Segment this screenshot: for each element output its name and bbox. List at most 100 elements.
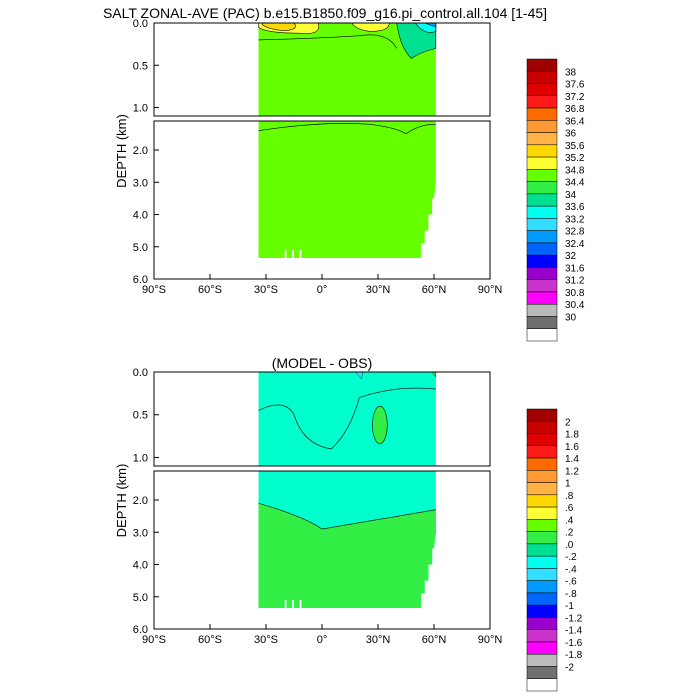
colorbar-swatch [526, 316, 558, 329]
colorbar-swatch [526, 328, 558, 342]
colorbar-label: 33.2 [565, 214, 585, 225]
colorbar-label: 30.4 [565, 300, 585, 311]
contour-positive-patch [372, 405, 388, 445]
colorbar-swatch [526, 519, 558, 532]
contour-line-lower [258, 502, 436, 530]
colorbar-swatch [526, 604, 558, 618]
y-axis-label: DEPTH (km) [114, 114, 129, 188]
colorbar-swatch [526, 653, 558, 667]
colorbar-swatch [526, 230, 558, 244]
x-tick-label: 30°N [366, 284, 391, 296]
colorbar-label: .8 [565, 491, 574, 502]
colorbar-label: 36.4 [565, 116, 585, 127]
colorbar-label: -.6 [565, 577, 577, 588]
colorbar-swatch [526, 83, 558, 97]
colorbar-label: -2 [565, 662, 574, 673]
colorbar-label: -1.8 [565, 650, 583, 661]
contour-line-upper [258, 34, 397, 49]
colorbar-swatch [526, 71, 558, 84]
colorbar-swatch [526, 242, 558, 256]
colorbar-swatch [526, 193, 558, 207]
colorbar-swatch [526, 494, 558, 508]
colorbar-swatch [526, 666, 558, 679]
y-tick-label: 5.0 [133, 242, 148, 254]
colorbar-swatch [526, 107, 558, 121]
colorbar-swatch [526, 421, 558, 434]
colorbar-label: .0 [565, 540, 574, 551]
colorbar-swatch [526, 678, 558, 692]
colorbar-label: 30.8 [565, 288, 585, 299]
contour-line-lower [258, 123, 436, 135]
y-tick-label: 0.0 [133, 18, 148, 30]
colorbar-swatch [526, 254, 558, 268]
colorbar-label: 30 [565, 312, 577, 323]
colorbar-swatch [526, 506, 558, 520]
colorbar-label: 37.6 [565, 80, 585, 91]
y-tick-label: 5.0 [133, 592, 148, 604]
colorbar-swatch [526, 303, 558, 317]
colorbar-label: -1.6 [565, 638, 583, 649]
colorbar-label: 31.2 [565, 276, 585, 287]
colorbar-swatch [526, 95, 558, 109]
colorbar-swatch [526, 218, 558, 231]
y-tick-label: 4.0 [133, 210, 148, 222]
colorbar-swatch [526, 58, 558, 72]
colorbar-swatch [526, 531, 558, 545]
colorbar-swatch [526, 641, 558, 655]
colorbar-label: -.2 [565, 552, 577, 563]
upper-frame [153, 22, 491, 117]
y-tick-label: 3.0 [133, 177, 148, 189]
colorbar-label: 1.2 [565, 466, 579, 477]
y-tick-label: 6.0 [133, 274, 148, 286]
colorbar-label: 32.4 [565, 239, 585, 250]
y-tick-label: 1.0 [133, 452, 148, 464]
colorbar-swatch [526, 144, 558, 158]
contour-34-8-north [351, 22, 390, 32]
colorbar-swatch [526, 408, 558, 422]
colorbar-swatch [526, 267, 558, 280]
x-tick-label: 0° [317, 634, 328, 646]
colorbar-swatch [526, 291, 558, 305]
x-tick-label: 90°S [142, 284, 166, 296]
colorbar-swatch [526, 482, 558, 496]
colorbar-label: 37.2 [565, 92, 585, 103]
y-tick-label: 0.0 [133, 367, 148, 379]
x-tick-label: 60°S [198, 284, 222, 296]
x-tick-label: 30°S [254, 634, 278, 646]
colorbar-label: 36.8 [565, 104, 585, 115]
colorbar-label: 31.6 [565, 263, 585, 274]
colorbar-label: 2 [565, 417, 571, 428]
colorbar-label: 1.6 [565, 442, 579, 453]
colorbar-label: 1 [565, 479, 571, 490]
colorbar-label: 38 [565, 67, 577, 78]
colorbar-label: 35.6 [565, 141, 585, 152]
colorbar-swatch [526, 205, 558, 219]
colorbar-label: -1.4 [565, 626, 583, 637]
y-tick-label: 4.0 [133, 560, 148, 572]
colorbar-label: -1.2 [565, 613, 583, 624]
colorbar-label: 33.6 [565, 202, 585, 213]
colorbar-swatch [526, 555, 558, 569]
y-tick-label: 6.0 [133, 624, 148, 636]
y-tick-label: 2.0 [133, 495, 148, 507]
colorbar-label: -.8 [565, 589, 577, 600]
field-lower [258, 121, 436, 259]
x-tick-label: 30°S [254, 284, 278, 296]
x-tick-label: 60°S [198, 634, 222, 646]
colorbar-swatch [526, 279, 558, 293]
colorbar-label: 1.8 [565, 430, 579, 441]
colorbar-label: -.4 [565, 564, 577, 575]
chart-title: SALT ZONAL-AVE (PAC) b.e15.B1850.f09_g16… [103, 5, 547, 21]
x-tick-label: 90°N [478, 284, 503, 296]
colorbar-label: -1 [565, 601, 574, 612]
colorbar-swatch [526, 470, 558, 483]
y-axis-label: DEPTH (km) [114, 464, 129, 538]
x-tick-label: 30°N [366, 634, 391, 646]
colorbar-swatch [526, 132, 558, 146]
colorbar-swatch [526, 120, 558, 133]
colorbar-label: .6 [565, 503, 574, 514]
colorbar-swatch [526, 156, 558, 170]
x-tick-label: 90°S [142, 634, 166, 646]
colorbar-label: 34 [565, 190, 577, 201]
